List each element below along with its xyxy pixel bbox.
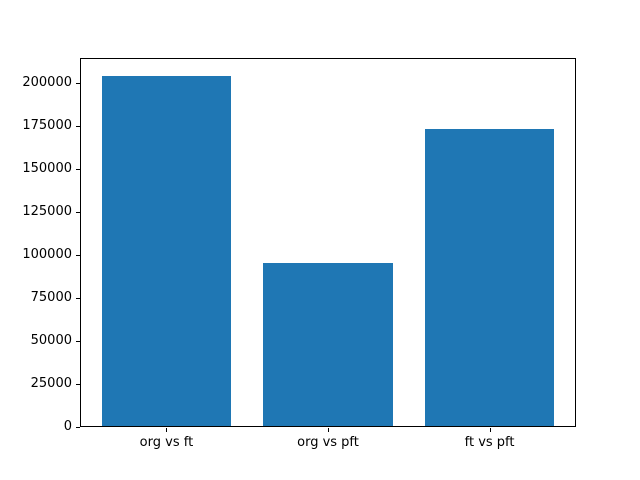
y-tick-label: 0 <box>63 419 72 434</box>
plot-area <box>80 58 576 427</box>
x-tick-mark <box>489 428 491 432</box>
bar-org-vs-ft <box>101 76 232 427</box>
y-tick-label: 200000 <box>22 74 72 90</box>
y-tick-label: 50000 <box>30 332 72 348</box>
x-tick-mark <box>166 428 168 432</box>
x-tick-label-org-vs-ft: org vs ft <box>139 435 194 450</box>
y-tick-mark <box>76 168 80 170</box>
y-tick-mark <box>76 383 80 385</box>
y-tick-label: 150000 <box>22 160 72 176</box>
y-tick-mark <box>76 82 80 84</box>
x-tick-mark <box>328 428 329 432</box>
y-tick-label: 75000 <box>30 289 72 305</box>
bar-org-vs-pft <box>263 262 393 427</box>
y-tick-label: 125000 <box>22 203 72 219</box>
y-tick-mark <box>76 211 80 213</box>
y-tick-mark <box>76 427 80 428</box>
y-tick-mark <box>76 125 80 127</box>
x-tick-label-org-vs-pft: org vs pft <box>297 435 359 450</box>
y-tick-mark <box>76 254 80 256</box>
y-tick-label: 175000 <box>22 117 72 133</box>
y-tick-label: 100000 <box>22 246 72 262</box>
y-tick-label: 25000 <box>30 375 72 391</box>
y-tick-mark <box>76 297 80 299</box>
x-tick-label-ft-vs-pft: ft vs pft <box>464 435 515 450</box>
bar-ft-vs-pft <box>424 129 555 427</box>
y-tick-mark <box>76 340 80 342</box>
